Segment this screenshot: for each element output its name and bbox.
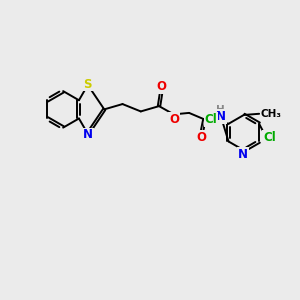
Text: N: N <box>83 128 93 142</box>
Text: O: O <box>196 131 206 144</box>
Text: S: S <box>83 77 92 91</box>
Text: O: O <box>169 112 179 126</box>
Text: Cl: Cl <box>205 112 217 126</box>
Text: O: O <box>156 80 167 94</box>
Text: H: H <box>216 105 224 115</box>
Text: Cl: Cl <box>263 131 276 144</box>
Text: N: N <box>238 148 248 161</box>
Text: N: N <box>216 110 226 123</box>
Text: CH₃: CH₃ <box>261 109 282 119</box>
